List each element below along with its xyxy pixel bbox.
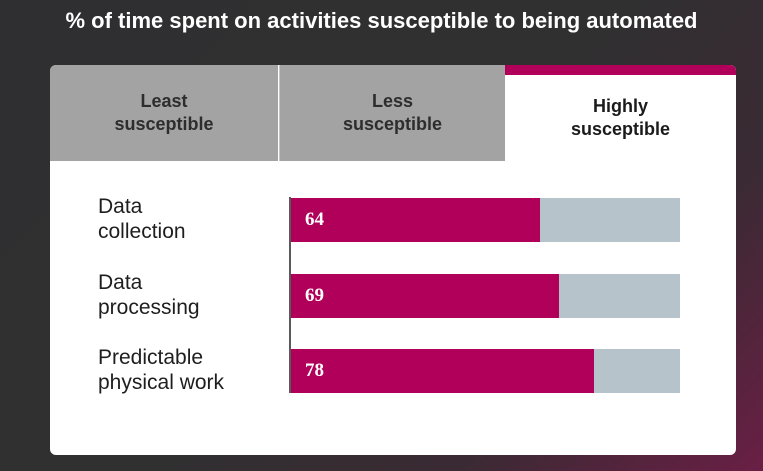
y-axis-line (289, 197, 291, 393)
tab-least-label: Least susceptible (114, 91, 214, 134)
tab-highly-label: Highly susceptible (570, 96, 671, 139)
category-label: Data collection (98, 195, 186, 243)
tab-less-susceptible[interactable]: Less susceptible (279, 65, 505, 161)
bar-value-label: 64 (305, 209, 324, 230)
bar: 78 (291, 349, 595, 393)
bar-track: 78 (291, 349, 680, 393)
tab-less-label: Less susceptible (342, 91, 443, 134)
bar: 69 (291, 273, 560, 318)
category-label: Data processing (98, 270, 200, 319)
category-label: Predictable physical work (98, 346, 225, 394)
bar-track: 64 (291, 198, 680, 242)
tab-highly-susceptible[interactable]: Highly susceptible (505, 65, 736, 161)
tab-least-susceptible[interactable]: Least susceptible (50, 65, 278, 161)
category-tabs: Least susceptible Less susceptible Highl… (50, 65, 736, 161)
bar: 64 (291, 198, 540, 242)
chart-card: Least susceptible Less susceptible Highl… (50, 65, 736, 455)
bar-value-label: 78 (305, 360, 324, 381)
bar-value-label: 69 (305, 284, 324, 306)
chart-title: % of time spent on activities susceptibl… (65, 8, 698, 33)
bar-track: 69 (291, 273, 680, 318)
